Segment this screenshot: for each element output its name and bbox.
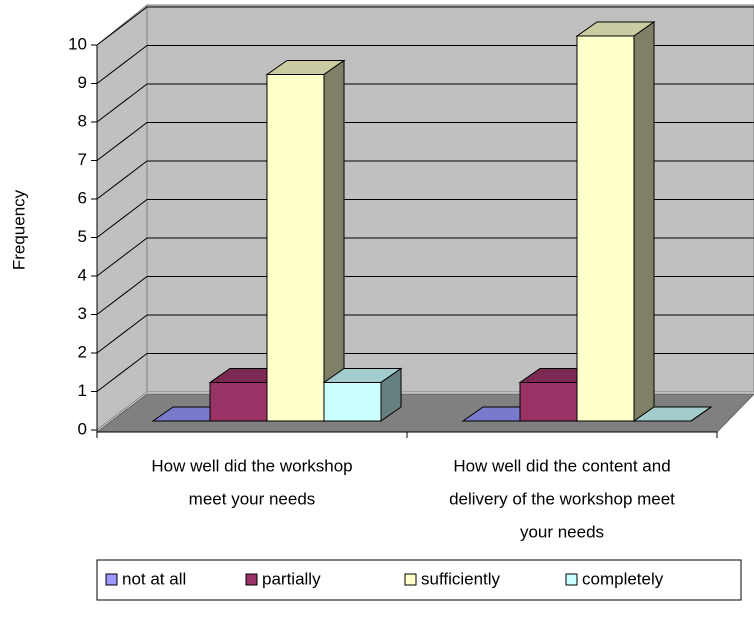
bar bbox=[632, 406, 713, 422]
legend-marker bbox=[105, 573, 118, 586]
grid-line bbox=[96, 122, 754, 161]
bar-front bbox=[209, 382, 268, 422]
bar bbox=[265, 59, 346, 422]
legend-label: completely bbox=[582, 569, 664, 588]
x-tick-label: How well did the workshop bbox=[151, 456, 352, 475]
y-tick-label: 9 bbox=[78, 73, 87, 92]
grid-line bbox=[96, 6, 754, 46]
bar-side bbox=[323, 59, 345, 422]
y-tick-label: 6 bbox=[78, 188, 87, 207]
grid-line bbox=[96, 160, 754, 200]
y-tick-label: 4 bbox=[78, 265, 87, 284]
grid-line bbox=[96, 83, 754, 123]
grid-line bbox=[96, 237, 754, 277]
bar-front bbox=[266, 74, 325, 422]
y-tick-label: 2 bbox=[78, 342, 87, 361]
bar bbox=[322, 367, 403, 422]
y-tick-label: 8 bbox=[78, 111, 87, 130]
bar-front bbox=[576, 35, 635, 422]
bar-side bbox=[380, 367, 402, 422]
y-tick-label: 5 bbox=[78, 227, 87, 246]
legend-marker bbox=[404, 573, 417, 586]
legend-label: sufficiently bbox=[421, 569, 501, 588]
grid-line bbox=[96, 45, 754, 84]
x-tick-label: delivery of the workshop meet bbox=[449, 489, 675, 508]
y-tick-label: 10 bbox=[68, 34, 87, 53]
x-tick-label: How well did the content and bbox=[453, 456, 670, 475]
side-wall bbox=[96, 3, 148, 432]
legend-marker bbox=[245, 573, 258, 586]
legend-label: partially bbox=[262, 569, 321, 588]
x-tick-label: your needs bbox=[520, 522, 604, 541]
bar-front bbox=[323, 382, 382, 422]
grid-line bbox=[96, 199, 754, 238]
y-tick-label: 1 bbox=[78, 381, 87, 400]
grid-line bbox=[96, 353, 754, 392]
y-tick-label: 3 bbox=[78, 304, 87, 323]
bar-front bbox=[519, 382, 578, 422]
legend-label: not at all bbox=[122, 569, 186, 588]
back-wall bbox=[146, 4, 754, 393]
bar-side bbox=[633, 21, 655, 422]
legend bbox=[96, 559, 742, 601]
y-tick-label: 7 bbox=[78, 150, 87, 169]
bar-side bbox=[690, 406, 712, 422]
x-tick-label: meet your needs bbox=[189, 489, 316, 508]
bar bbox=[575, 21, 656, 422]
legend-marker bbox=[565, 573, 578, 586]
grid-line bbox=[96, 314, 754, 354]
y-axis-label: Frequency bbox=[9, 189, 28, 270]
y-tick-label: 0 bbox=[78, 419, 87, 438]
grid-line bbox=[96, 276, 754, 315]
